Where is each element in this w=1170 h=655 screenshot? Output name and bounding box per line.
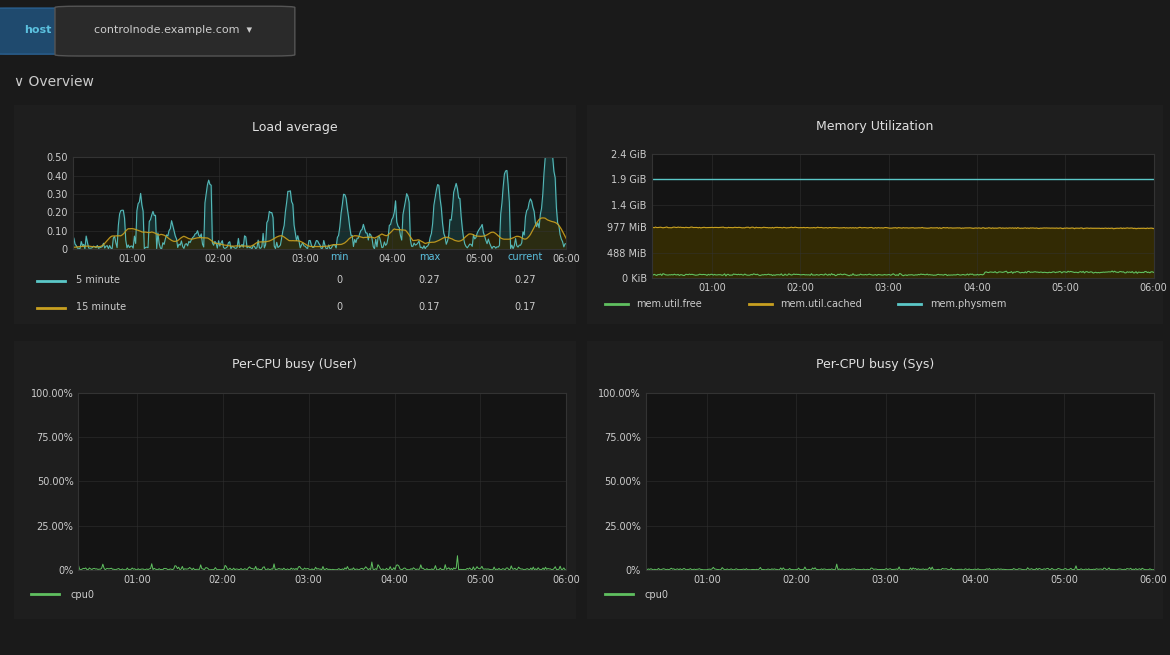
FancyBboxPatch shape bbox=[55, 6, 295, 56]
Text: current: current bbox=[508, 252, 543, 262]
Text: ∨ CPU: ∨ CPU bbox=[14, 309, 57, 323]
Text: 0.17: 0.17 bbox=[419, 302, 440, 312]
Text: host: host bbox=[25, 25, 51, 35]
Text: max: max bbox=[419, 252, 440, 262]
Text: Per-CPU busy (User): Per-CPU busy (User) bbox=[233, 358, 357, 371]
Text: Memory Utilization: Memory Utilization bbox=[817, 120, 934, 133]
Text: 0: 0 bbox=[337, 302, 343, 312]
Text: 15 minute: 15 minute bbox=[76, 302, 126, 312]
Text: cpu0: cpu0 bbox=[70, 590, 95, 601]
Text: ∨ Overview: ∨ Overview bbox=[14, 75, 94, 89]
Text: 0: 0 bbox=[337, 275, 343, 285]
Text: 0.27: 0.27 bbox=[419, 275, 440, 285]
FancyBboxPatch shape bbox=[0, 8, 94, 54]
Text: 0.17: 0.17 bbox=[515, 302, 536, 312]
Text: 5 minute: 5 minute bbox=[76, 275, 119, 285]
Text: mem.physmem: mem.physmem bbox=[930, 299, 1006, 309]
Text: Load average: Load average bbox=[252, 121, 338, 134]
Text: cpu0: cpu0 bbox=[645, 590, 669, 601]
Text: min: min bbox=[330, 252, 349, 262]
Text: Per-CPU busy (Sys): Per-CPU busy (Sys) bbox=[815, 358, 935, 371]
Text: mem.util.cached: mem.util.cached bbox=[780, 299, 862, 309]
Text: 0.27: 0.27 bbox=[515, 275, 536, 285]
Text: controlnode.example.com  ▾: controlnode.example.com ▾ bbox=[94, 25, 253, 35]
Text: mem.util.free: mem.util.free bbox=[636, 299, 702, 309]
